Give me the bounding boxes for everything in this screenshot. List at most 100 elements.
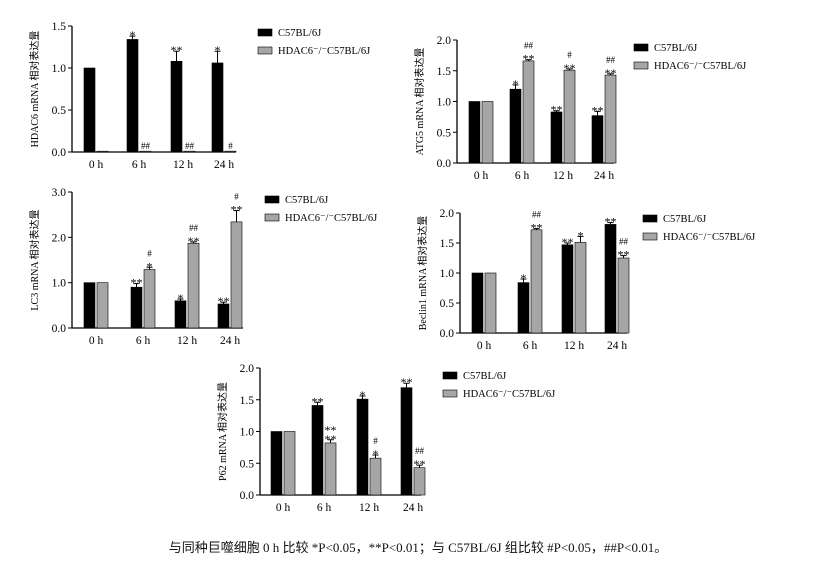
y-tick-label: 1.5 bbox=[440, 238, 455, 250]
significance-mark: ## bbox=[606, 55, 616, 65]
significance-mark: * bbox=[578, 228, 584, 242]
bar bbox=[230, 221, 243, 329]
bar bbox=[96, 282, 109, 329]
bar bbox=[183, 150, 196, 153]
significance-mark: ** bbox=[605, 215, 617, 229]
bar bbox=[471, 272, 484, 334]
bar bbox=[481, 101, 494, 164]
legend-swatch-wt bbox=[442, 371, 458, 380]
bar bbox=[574, 242, 587, 334]
legend-label-ko: HDAC6⁻/⁻C57BL/6J bbox=[663, 232, 755, 243]
legend-swatch-ko bbox=[642, 232, 658, 241]
y-axis-title: Beclin1 mRNA 相对表达量 bbox=[416, 216, 429, 330]
significance-mark: ## bbox=[524, 41, 534, 51]
y-tick-label: 1.0 bbox=[440, 268, 455, 280]
legend-swatch-wt bbox=[633, 43, 649, 52]
bar bbox=[130, 286, 143, 329]
significance-mark: * bbox=[130, 28, 136, 42]
legend-swatch-ko bbox=[633, 61, 649, 70]
x-tick-label: 12 h bbox=[177, 335, 197, 347]
y-tick-label: 1.0 bbox=[240, 427, 255, 439]
legend-label-ko: HDAC6⁻/⁻C57BL/6J bbox=[463, 389, 555, 400]
chart-p62: 0.0 0.5 1.0 1.5 2.0 P62 mRNA 相对表达量 0 h 6 h 12 h 2… bbox=[216, 363, 555, 514]
y-tick-label: 0.5 bbox=[240, 458, 255, 470]
significance-mark: ** bbox=[564, 61, 576, 75]
y-tick-label: 2.0 bbox=[437, 35, 452, 47]
legend-label-ko: HDAC6⁻/⁻C57BL/6J bbox=[285, 213, 377, 224]
legend-swatch-wt bbox=[642, 214, 658, 223]
y-tick-label: 2.0 bbox=[52, 232, 67, 244]
legend-label-wt: C57BL/6J bbox=[663, 214, 706, 225]
x-tick-label: 0 h bbox=[89, 335, 104, 347]
y-tick-label: 1.5 bbox=[52, 21, 67, 33]
x-tick-label: 12 h bbox=[359, 502, 379, 514]
bar bbox=[270, 431, 283, 496]
x-tick-label: 6 h bbox=[136, 335, 151, 347]
legend-swatch-ko bbox=[442, 389, 458, 398]
significance-mark: ** bbox=[551, 103, 563, 117]
bar bbox=[224, 150, 237, 153]
y-tick-label: 0.0 bbox=[440, 328, 455, 340]
y-tick-label: 1.0 bbox=[52, 278, 67, 290]
significance-mark: ## bbox=[189, 223, 199, 233]
bar bbox=[550, 111, 563, 164]
y-tick-label: 2.0 bbox=[240, 363, 255, 375]
bar bbox=[139, 150, 152, 153]
x-tick-label: 0 h bbox=[474, 170, 489, 182]
x-tick-label: 24 h bbox=[594, 170, 614, 182]
bar bbox=[591, 115, 604, 164]
bar bbox=[96, 150, 109, 153]
chart-atg5: 0.0 0.5 1.0 1.5 2.0 ATG5 mRNA 相对表达量 0 h 6 h 12 h… bbox=[413, 35, 746, 182]
significance-mark: * bbox=[360, 388, 366, 402]
significance-mark: ** bbox=[605, 66, 617, 80]
chart-hdac6: 0.0 0.5 1.0 1.5 HDAC6 mRNA 相对表达量 0 h 6 h 12 h 24… bbox=[28, 21, 370, 171]
significance-mark: # bbox=[567, 50, 572, 60]
bar bbox=[400, 387, 413, 496]
significance-mark: ## bbox=[141, 141, 151, 151]
significance-mark: * bbox=[513, 77, 519, 91]
y-tick-label: 1.0 bbox=[437, 97, 452, 109]
y-tick-label: 3.0 bbox=[52, 187, 67, 199]
bar bbox=[170, 60, 183, 153]
bar bbox=[324, 442, 337, 496]
bar bbox=[211, 62, 224, 153]
legend-label-ko: HDAC6⁻/⁻C57BL/6J bbox=[654, 61, 746, 72]
significance-mark: ** bbox=[325, 423, 337, 437]
y-tick-label: 1.5 bbox=[437, 66, 452, 78]
significance-mark: * bbox=[178, 291, 184, 305]
bar bbox=[563, 69, 576, 164]
y-tick-label: 1.0 bbox=[52, 63, 67, 75]
legend-swatch-ko bbox=[257, 46, 273, 55]
y-axis-title: LC3 mRNA 相对表达量 bbox=[28, 209, 41, 310]
significance-mark: ** bbox=[188, 234, 200, 248]
significance-mark: ** bbox=[531, 221, 543, 235]
significance-mark: ## bbox=[619, 237, 629, 247]
x-tick-label: 24 h bbox=[220, 335, 240, 347]
x-tick-label: 6 h bbox=[317, 502, 332, 514]
y-tick-label: 0.0 bbox=[437, 158, 452, 170]
bar bbox=[517, 282, 530, 334]
significance-mark: # bbox=[234, 192, 239, 202]
bar bbox=[617, 257, 630, 334]
bar bbox=[561, 244, 574, 334]
significance-mark: # bbox=[228, 141, 233, 151]
y-tick-label: 1.5 bbox=[240, 395, 255, 407]
y-tick-label: 0.5 bbox=[440, 298, 455, 310]
x-tick-label: 24 h bbox=[607, 340, 627, 352]
significance-mark: # bbox=[373, 436, 378, 446]
significance-mark: ** bbox=[312, 394, 324, 408]
significance-mark: ** bbox=[401, 375, 413, 389]
significance-mark: ** bbox=[592, 103, 604, 117]
legend-swatch-wt bbox=[257, 28, 273, 37]
y-tick-label: 0.0 bbox=[240, 490, 255, 502]
bar bbox=[356, 398, 369, 496]
figure-caption: 与同种巨噬细胞 0 h 比较 *P<0.05，**P<0.01；与 C57BL/… bbox=[168, 540, 668, 555]
legend-label-wt: C57BL/6J bbox=[278, 28, 321, 39]
legend-swatch-wt bbox=[264, 195, 280, 204]
significance-mark: ** bbox=[325, 432, 337, 446]
legend-label-wt: C57BL/6J bbox=[463, 371, 506, 382]
significance-mark: * bbox=[215, 43, 221, 57]
significance-mark: ** bbox=[618, 248, 630, 262]
y-tick-label: 0.0 bbox=[52, 147, 67, 159]
bar bbox=[522, 60, 535, 164]
